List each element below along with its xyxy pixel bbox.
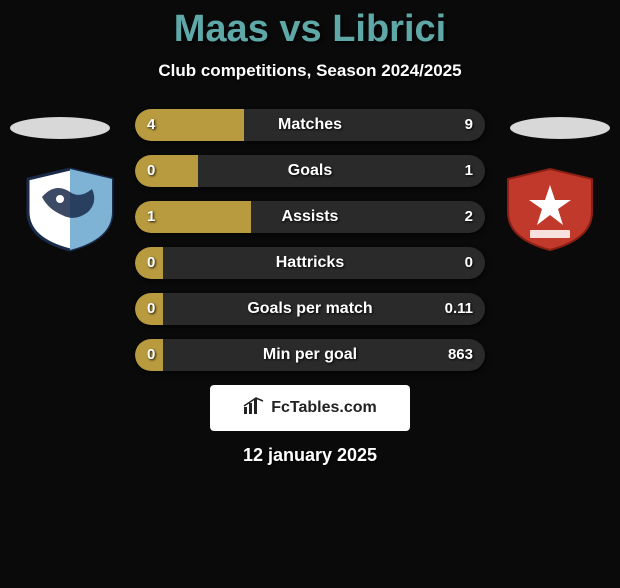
- stat-label: Goals per match: [135, 293, 485, 325]
- stat-row: 0Min per goal863: [135, 339, 485, 371]
- chart-icon: [243, 397, 265, 420]
- stat-label: Min per goal: [135, 339, 485, 371]
- player-shadow-left: [10, 117, 110, 139]
- stat-label: Goals: [135, 155, 485, 187]
- stat-value-right: 0: [465, 247, 473, 279]
- club-badge-right: [500, 167, 600, 252]
- stat-value-right: 2: [465, 201, 473, 233]
- brand-badge[interactable]: FcTables.com: [210, 385, 410, 431]
- stats-list: 4Matches90Goals11Assists20Hattricks00Goa…: [135, 109, 485, 371]
- stat-value-right: 9: [465, 109, 473, 141]
- player-shadow-right: [510, 117, 610, 139]
- stat-row: 4Matches9: [135, 109, 485, 141]
- stat-value-right: 0.11: [445, 293, 473, 325]
- comparison-panel: 4Matches90Goals11Assists20Hattricks00Goa…: [0, 109, 620, 466]
- page-title: Maas vs Librici: [0, 8, 620, 51]
- stat-row: 0Goals1: [135, 155, 485, 187]
- footer-date: 12 january 2025: [0, 445, 620, 466]
- subtitle: Club competitions, Season 2024/2025: [0, 61, 620, 81]
- stat-label: Assists: [135, 201, 485, 233]
- club-badge-left: [20, 167, 120, 252]
- stat-value-right: 863: [448, 339, 473, 371]
- stat-value-right: 1: [465, 155, 473, 187]
- stat-label: Matches: [135, 109, 485, 141]
- brand-text: FcTables.com: [271, 399, 377, 417]
- stat-row: 0Hattricks0: [135, 247, 485, 279]
- stat-row: 0Goals per match0.11: [135, 293, 485, 325]
- stat-label: Hattricks: [135, 247, 485, 279]
- stat-row: 1Assists2: [135, 201, 485, 233]
